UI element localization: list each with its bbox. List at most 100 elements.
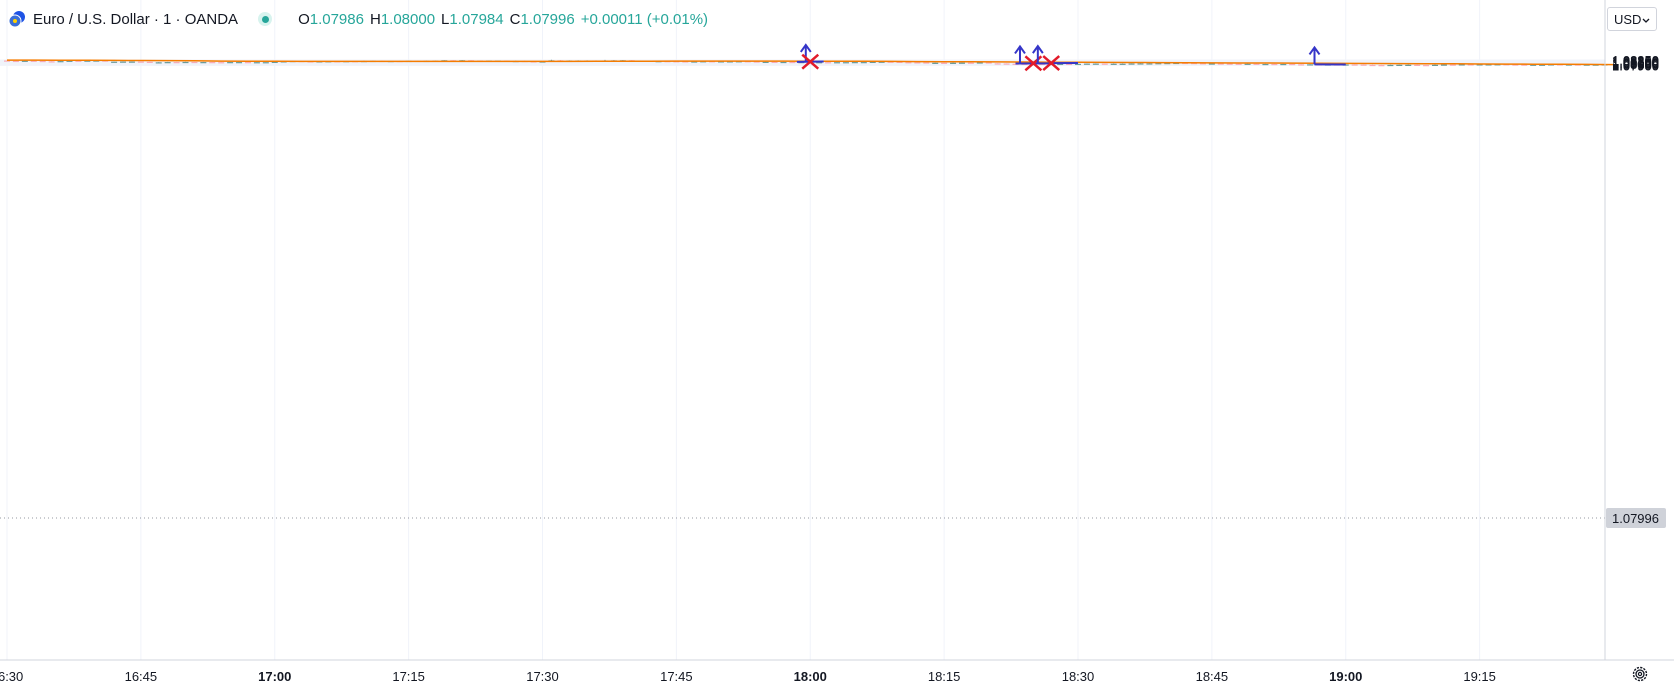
candle[interactable] bbox=[1449, 64, 1456, 66]
settings-button[interactable] bbox=[1630, 666, 1650, 686]
chevron-down-icon bbox=[1642, 12, 1650, 27]
candle[interactable] bbox=[1298, 64, 1305, 66]
candle[interactable] bbox=[1360, 64, 1367, 66]
candle[interactable] bbox=[1101, 63, 1108, 65]
candle-body bbox=[887, 61, 894, 63]
candle[interactable] bbox=[1235, 63, 1242, 65]
candle[interactable] bbox=[789, 61, 796, 64]
candle[interactable] bbox=[1262, 63, 1269, 66]
arrow-up-drawing[interactable] bbox=[1014, 44, 1026, 64]
price-scale[interactable]: 1.083501.083001.082501.082001.081501.081… bbox=[1612, 53, 1659, 73]
candle[interactable] bbox=[128, 61, 135, 63]
candle-body bbox=[30, 60, 37, 62]
candle[interactable] bbox=[146, 61, 153, 63]
time-scale[interactable]: 16:30 16:45 17:00 17:15 17:30 17:45 18:00 18:15… bbox=[0, 669, 1496, 684]
candle[interactable] bbox=[1128, 63, 1135, 65]
candle[interactable] bbox=[1110, 63, 1117, 65]
candle[interactable] bbox=[39, 60, 46, 63]
candle[interactable] bbox=[1307, 64, 1314, 66]
candle[interactable] bbox=[762, 61, 769, 63]
candle[interactable] bbox=[1423, 64, 1430, 67]
candle[interactable] bbox=[1369, 64, 1376, 67]
candle[interactable] bbox=[1253, 63, 1260, 65]
candle[interactable] bbox=[1351, 64, 1358, 66]
candle[interactable] bbox=[1083, 63, 1090, 65]
candle-body bbox=[1307, 64, 1314, 66]
candle[interactable] bbox=[137, 61, 144, 63]
candle-body bbox=[1039, 63, 1046, 66]
candle[interactable] bbox=[48, 61, 55, 63]
candle[interactable] bbox=[1003, 63, 1010, 65]
candle[interactable] bbox=[227, 61, 234, 64]
candle[interactable] bbox=[851, 61, 858, 64]
cross-marker-drawing[interactable] bbox=[801, 53, 820, 70]
candle[interactable] bbox=[860, 61, 867, 64]
candle-body bbox=[860, 62, 867, 64]
candle[interactable] bbox=[191, 61, 198, 64]
candle[interactable] bbox=[200, 61, 207, 64]
currency-button[interactable]: USD bbox=[1607, 7, 1657, 31]
candle-body bbox=[227, 62, 234, 64]
candle[interactable] bbox=[209, 61, 216, 64]
candle[interactable] bbox=[994, 63, 1001, 65]
candle[interactable] bbox=[1405, 64, 1412, 66]
candle-body bbox=[1387, 64, 1394, 67]
candle[interactable] bbox=[1414, 64, 1421, 66]
candle[interactable] bbox=[1440, 64, 1447, 66]
candle-body bbox=[200, 62, 207, 64]
candle[interactable] bbox=[958, 62, 965, 64]
symbol-title[interactable]: Euro / U.S. Dollar · 1 · OANDA bbox=[33, 10, 239, 28]
candle[interactable] bbox=[1387, 64, 1394, 67]
candle[interactable] bbox=[244, 61, 251, 64]
candle[interactable] bbox=[155, 62, 162, 64]
arrow-up-drawing[interactable] bbox=[1032, 44, 1044, 64]
candle[interactable] bbox=[30, 60, 37, 62]
candle[interactable] bbox=[1271, 63, 1278, 66]
candle[interactable] bbox=[253, 62, 260, 64]
candle-body bbox=[1396, 64, 1403, 66]
candle[interactable] bbox=[1432, 64, 1438, 66]
candle[interactable] bbox=[941, 62, 948, 64]
candle[interactable] bbox=[218, 61, 225, 64]
arrow-up-drawing[interactable] bbox=[1308, 45, 1321, 65]
candle[interactable] bbox=[771, 61, 778, 63]
candle[interactable] bbox=[1280, 63, 1287, 66]
candle[interactable] bbox=[164, 61, 171, 64]
candle[interactable] bbox=[57, 60, 64, 63]
candle[interactable] bbox=[1378, 64, 1385, 67]
candle[interactable] bbox=[932, 62, 939, 64]
candle[interactable] bbox=[923, 62, 930, 64]
candle[interactable] bbox=[173, 61, 180, 64]
time-tick-label: 17:45 bbox=[660, 669, 693, 684]
candle[interactable] bbox=[1119, 63, 1126, 65]
candle[interactable] bbox=[1092, 63, 1099, 65]
candle[interactable] bbox=[1289, 63, 1296, 66]
candle-body bbox=[1191, 63, 1198, 65]
candle[interactable] bbox=[111, 61, 118, 63]
candle-body bbox=[1146, 63, 1153, 65]
candle[interactable] bbox=[950, 62, 957, 64]
candle[interactable] bbox=[262, 62, 269, 64]
candle[interactable] bbox=[120, 61, 127, 63]
candle-body bbox=[191, 61, 198, 64]
candle[interactable] bbox=[236, 61, 243, 64]
candle-body bbox=[851, 62, 858, 64]
candle[interactable] bbox=[834, 62, 841, 64]
cross-marker-drawing[interactable] bbox=[1042, 55, 1061, 72]
candle[interactable] bbox=[1396, 64, 1403, 66]
symbol-legend: Euro / U.S. Dollar · 1 · OANDA O 1.07986 … bbox=[8, 8, 708, 30]
candle[interactable] bbox=[825, 62, 832, 64]
candle-body bbox=[1414, 64, 1421, 66]
candle[interactable] bbox=[914, 62, 921, 64]
drawings[interactable] bbox=[796, 43, 1346, 72]
low-value: 1.07984 bbox=[449, 10, 504, 28]
candle[interactable] bbox=[1012, 63, 1019, 65]
candle-body bbox=[120, 61, 127, 63]
candle[interactable] bbox=[182, 61, 189, 64]
candle[interactable] bbox=[780, 61, 787, 64]
candle-body bbox=[1432, 64, 1438, 66]
candle-body bbox=[941, 62, 948, 64]
candle[interactable] bbox=[842, 62, 849, 64]
candle[interactable] bbox=[1244, 63, 1251, 65]
